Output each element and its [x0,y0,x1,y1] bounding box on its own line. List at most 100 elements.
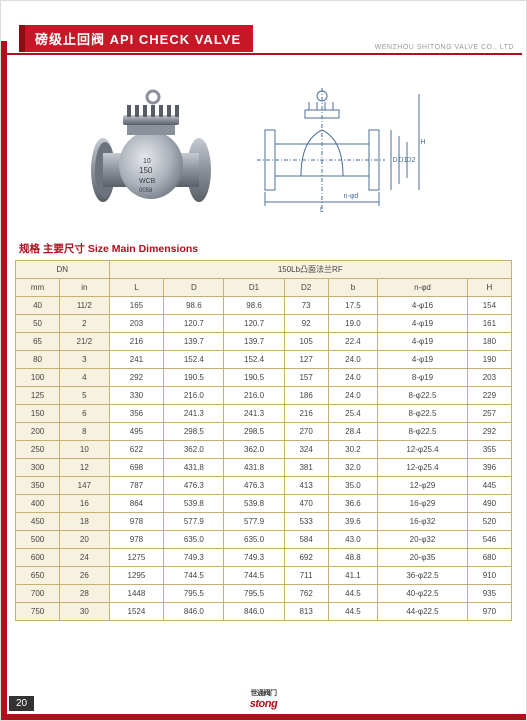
cell: 12 [60,459,109,477]
figure-row: 10 150 WCB 0058 [1,55,526,235]
cell: 431.8 [164,459,224,477]
cell: 846.0 [164,603,224,621]
cell: 32.0 [328,459,377,477]
cell: 152.4 [224,351,284,369]
table-row: 650261295744.5744.571141.136-φ22.5910 [16,567,512,585]
cell: 749.3 [224,549,284,567]
cell: 44.5 [328,603,377,621]
cell: 216.0 [164,387,224,405]
cell: 16-φ32 [378,513,468,531]
page-number: 20 [9,696,34,711]
cell: 400 [16,495,60,513]
cell: 241.3 [164,405,224,423]
cell: 413 [284,477,328,495]
cell: 698 [109,459,164,477]
cell: 692 [284,549,328,567]
cell: 21/2 [60,333,109,351]
cell: 100 [16,369,60,387]
cell: 431.8 [224,459,284,477]
col-D2: D2 [284,279,328,297]
cell: 12-φ25.4 [378,459,468,477]
cell: 1448 [109,585,164,603]
table-row: 803241152.4152.412724.04-φ19190 [16,351,512,369]
cell: 25.4 [328,405,377,423]
cell: 41.1 [328,567,377,585]
dimensions-table: DN 150Lb凸面法兰RF mminLDD1D2bn-φdH 4011/216… [15,260,512,621]
col-L: L [109,279,164,297]
cell: 520 [467,513,511,531]
cell: 978 [109,513,164,531]
cell: 4-φ19 [378,351,468,369]
bottom-red-stripe [1,714,526,720]
dimension-diagram: L D D1 D2 H n-φd [251,80,431,220]
page-header: 磅级止回阀 API CHECK VALVE WENZHOU SHITONG VA… [5,19,522,55]
cell: 584 [284,531,328,549]
table-row: 502203120.7120.79219.04-φ19161 [16,315,512,333]
col-group-rf: 150Lb凸面法兰RF [109,261,511,279]
cell: 250 [16,441,60,459]
cell: 577.9 [224,513,284,531]
cell: 650 [16,567,60,585]
cell: 39.6 [328,513,377,531]
cell: 935 [467,585,511,603]
cell: 11/2 [60,297,109,315]
cell: 20 [60,531,109,549]
table-row: 4011/216598.698.67317.54-φ16154 [16,297,512,315]
cell: 12-φ25.4 [378,441,468,459]
table-row: 350147787476.3476.341335.012-φ29445 [16,477,512,495]
svg-text:10: 10 [143,158,151,165]
svg-text:n-φd: n-φd [344,193,359,200]
cell: 65 [16,333,60,351]
col-mm: mm [16,279,60,297]
cell: 5 [60,387,109,405]
cell: 36-φ22.5 [378,567,468,585]
cell: 1275 [109,549,164,567]
cell: 120.7 [164,315,224,333]
cell: 203 [109,315,164,333]
cell: 40 [16,297,60,315]
cell: 157 [284,369,328,387]
cell: 600 [16,549,60,567]
col-n-φd: n-φd [378,279,468,297]
cell: 1524 [109,603,164,621]
cell: 147 [60,477,109,495]
cell: 8-φ22.5 [378,405,468,423]
col-H: H [467,279,511,297]
cell: 450 [16,513,60,531]
svg-text:0058: 0058 [139,188,153,194]
cell: 43.0 [328,531,377,549]
cell: 356 [109,405,164,423]
cell: 533 [284,513,328,531]
left-red-stripe [1,41,7,720]
table-row: 1506356241.3241.321625.48-φ22.5257 [16,405,512,423]
cell: 139.7 [224,333,284,351]
cell: 749.3 [164,549,224,567]
cell: 152.4 [164,351,224,369]
cell: 26 [60,567,109,585]
cell: 787 [109,477,164,495]
cell: 970 [467,603,511,621]
cell: 4 [60,369,109,387]
cell: 445 [467,477,511,495]
cell: 19.0 [328,315,377,333]
cell: 910 [467,567,511,585]
table-row: 1255330216.0216.018624.08-φ22.5229 [16,387,512,405]
cell: 8-φ22.5 [378,387,468,405]
table-row: 600241275749.3749.369248.820-φ35680 [16,549,512,567]
svg-text:D2: D2 [407,157,416,164]
table-row: 1004292190.5190.515724.08-φ19203 [16,369,512,387]
cell: 381 [284,459,328,477]
cell: 539.8 [224,495,284,513]
table-row: 25010622362.0362.032430.212-φ25.4355 [16,441,512,459]
table-row: 700281448795.5795.576244.540-φ22.5935 [16,585,512,603]
cell: 44-φ22.5 [378,603,468,621]
col-group-dn: DN [16,261,110,279]
svg-text:D: D [392,157,397,164]
col-D1: D1 [224,279,284,297]
cell: 3 [60,351,109,369]
cell: 190.5 [164,369,224,387]
cell: 28.4 [328,423,377,441]
cell: 292 [109,369,164,387]
cell: 396 [467,459,511,477]
valve-photo: 10 150 WCB 0058 [81,75,221,225]
